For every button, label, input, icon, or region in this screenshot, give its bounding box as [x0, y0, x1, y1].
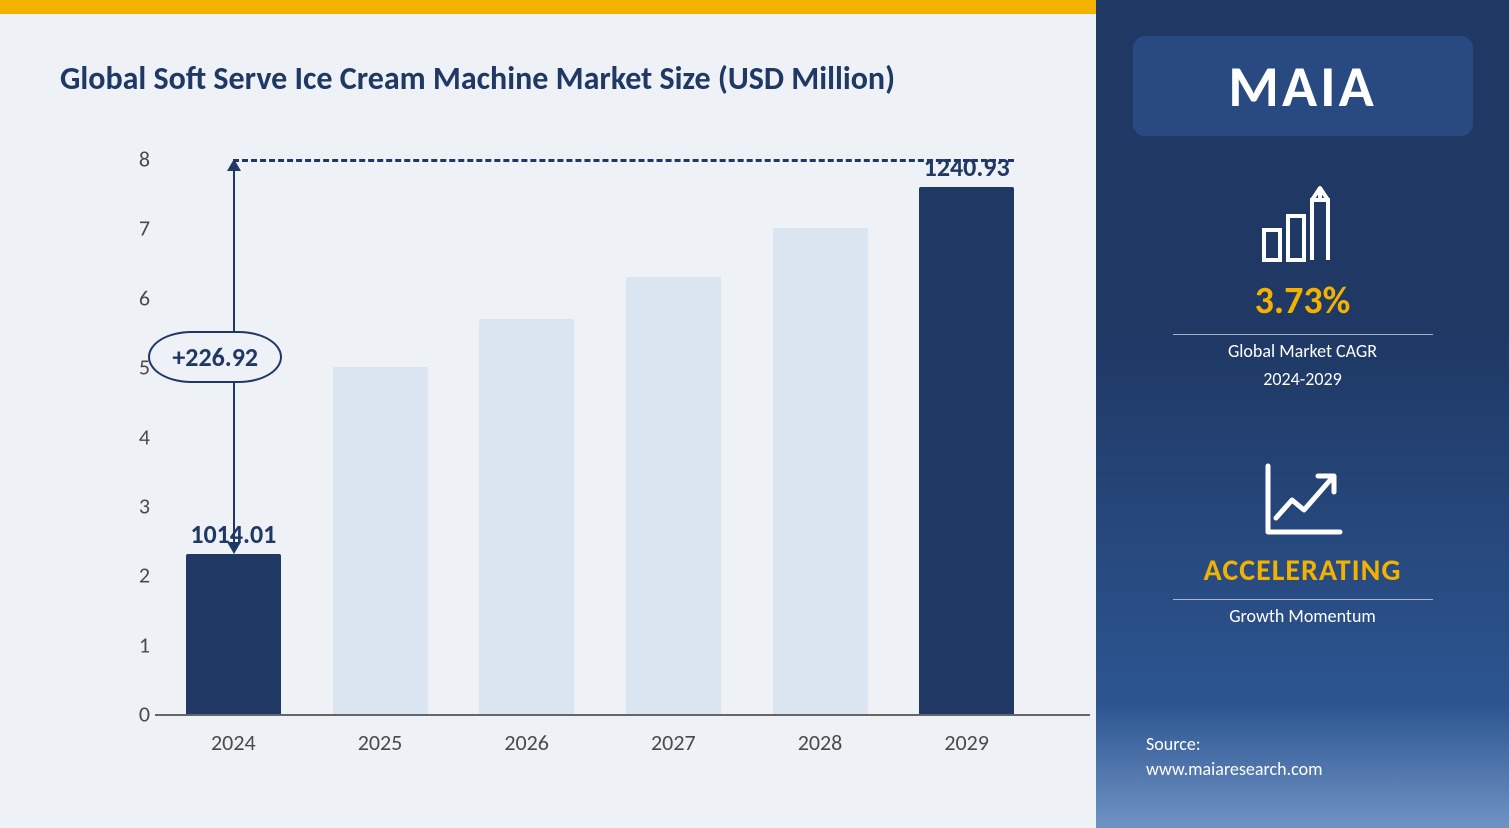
cagr-value: 3.73%: [1173, 278, 1433, 324]
y-tick-label: 4: [110, 423, 150, 450]
momentum-block: ACCELERATING Growth Momentum: [1096, 460, 1509, 628]
x-tick-label: 2026: [504, 729, 549, 756]
side-panel: MAIA 3.73% Global Market CAGR 2024-2029: [1096, 0, 1509, 828]
bar-value-label: 1240.93: [924, 151, 1010, 183]
cagr-label-1: Global Market CAGR: [1096, 341, 1509, 363]
trend-up-icon: [1258, 460, 1348, 540]
bar: [773, 228, 868, 714]
cagr-underline: 3.73%: [1173, 278, 1433, 335]
delta-reference-line: [233, 159, 1014, 162]
cagr-label-2: 2024-2029: [1096, 369, 1509, 391]
source-url: www.maiaresearch.com: [1146, 757, 1322, 782]
x-tick-label: 2028: [798, 729, 843, 756]
bar: [479, 319, 574, 714]
bar: [186, 554, 281, 714]
logo-box: MAIA: [1133, 36, 1473, 136]
bar-growth-icon: [1258, 186, 1348, 266]
bar: [919, 187, 1014, 714]
momentum-value: ACCELERATING: [1173, 552, 1433, 589]
top-accent-bar: [0, 0, 1096, 14]
x-tick-label: 2024: [211, 729, 256, 756]
momentum-underline: ACCELERATING: [1173, 552, 1433, 600]
cagr-block: 3.73% Global Market CAGR 2024-2029: [1096, 186, 1509, 390]
y-tick-label: 3: [110, 492, 150, 519]
source-block: Source: www.maiaresearch.com: [1146, 732, 1322, 782]
arrow-head-up-icon: [227, 159, 241, 171]
y-tick-label: 0: [110, 701, 150, 728]
y-tick-label: 2: [110, 562, 150, 589]
logo-text: MAIA: [1228, 51, 1376, 122]
delta-value-pill: +226.92: [148, 331, 282, 383]
y-tick-label: 8: [110, 146, 150, 173]
y-tick-label: 5: [110, 354, 150, 381]
momentum-label: Growth Momentum: [1096, 606, 1509, 628]
bar: [626, 277, 721, 714]
y-tick-label: 6: [110, 284, 150, 311]
bar: [333, 367, 428, 714]
y-tick-label: 7: [110, 215, 150, 242]
main-panel: Global Soft Serve Ice Cream Machine Mark…: [0, 14, 1096, 828]
x-tick-label: 2027: [651, 729, 696, 756]
y-tick-label: 1: [110, 631, 150, 658]
x-axis-line: [155, 714, 1090, 716]
source-label: Source:: [1146, 732, 1322, 757]
x-tick-label: 2025: [358, 729, 403, 756]
chart-plot-area: 01234567820241014.0120252026202720282029…: [110, 159, 1040, 714]
arrow-head-down-icon: [227, 542, 241, 554]
bar-chart: 01234567820241014.0120252026202720282029…: [60, 159, 1040, 799]
chart-title: Global Soft Serve Ice Cream Machine Mark…: [60, 59, 895, 98]
x-tick-label: 2029: [944, 729, 989, 756]
